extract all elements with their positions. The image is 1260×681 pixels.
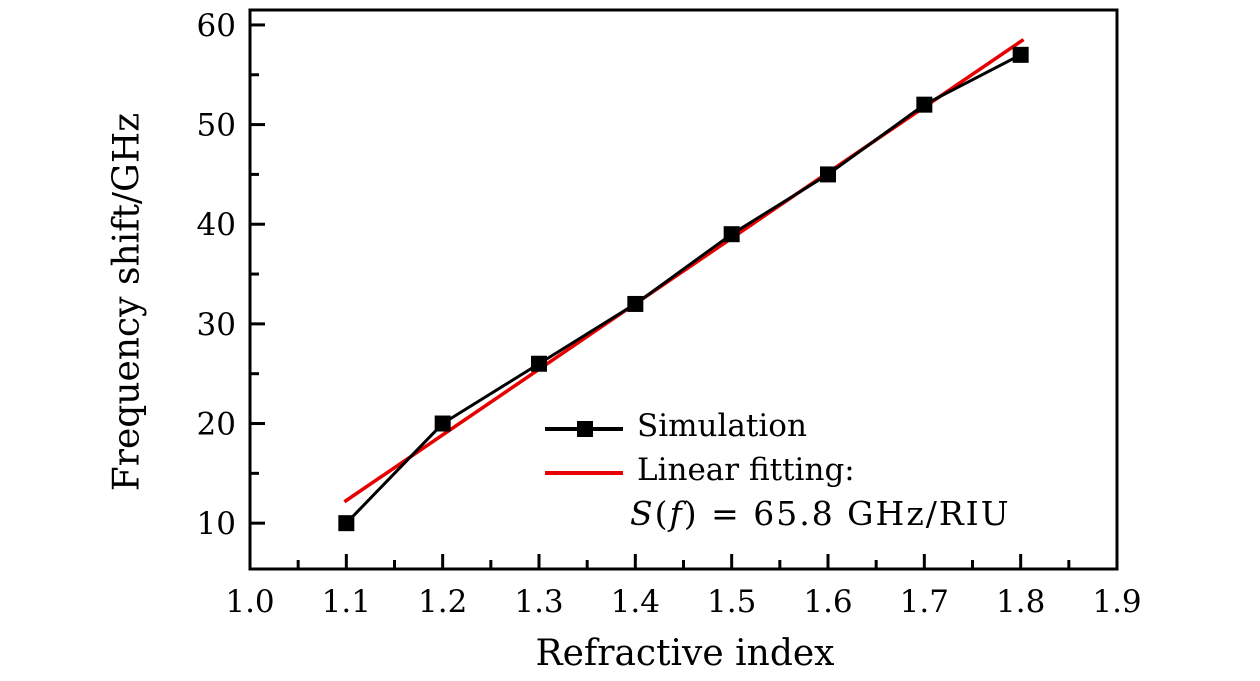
equation-var-f: f <box>669 494 684 533</box>
x-tick-label: 1.8 <box>996 584 1045 620</box>
x-tick-label: 1.7 <box>900 584 949 620</box>
x-tick-label: 1.2 <box>418 584 467 620</box>
x-tick-label: 1.4 <box>611 584 660 620</box>
legend-simulation-square-marker <box>577 421 593 437</box>
x-tick-label: 1.0 <box>225 584 274 620</box>
y-tick-label: 50 <box>197 108 236 144</box>
legend-fitting-line-swatch <box>545 471 623 475</box>
equation-open-paren: ( <box>654 494 670 533</box>
y-tick-label: 20 <box>197 407 236 443</box>
x-axis-title: Refractive index <box>535 633 835 674</box>
x-tick-label: 1.9 <box>1092 584 1141 620</box>
legend-simulation-label: Simulation <box>637 408 807 444</box>
plot-border <box>248 8 1119 571</box>
simulation-line <box>345 53 1022 525</box>
equation-value: = 65.8 GHz/RIU <box>698 494 1011 533</box>
simulation-data-marker <box>916 96 933 113</box>
y-tick-label: 30 <box>197 307 236 343</box>
y-tick-label: 60 <box>197 8 236 44</box>
equation-close-paren: ) <box>683 494 699 533</box>
simulation-data-marker <box>820 166 836 183</box>
equation-var-s: S <box>630 494 655 533</box>
x-tick-label: 1.3 <box>514 584 563 620</box>
simulation-data-marker <box>434 415 451 432</box>
legend-fit-equation: S(f) = 65.8 GHz/RIU <box>630 497 1011 530</box>
legend-fitting-label: Linear fitting: <box>637 452 855 488</box>
y-tick-label: 40 <box>197 207 236 243</box>
simulation-data-marker <box>531 355 547 372</box>
y-axis-title: Frequency shift/GHz <box>106 112 148 492</box>
x-tick-label: 1.5 <box>707 584 756 620</box>
simulation-data-marker <box>1012 46 1029 63</box>
x-tick-label: 1.6 <box>803 584 852 620</box>
simulation-data-marker <box>338 515 355 532</box>
y-tick-label: 10 <box>197 506 236 542</box>
simulation-data-marker <box>723 226 740 243</box>
x-tick-label: 1.1 <box>322 584 371 620</box>
simulation-data-marker <box>627 295 644 312</box>
